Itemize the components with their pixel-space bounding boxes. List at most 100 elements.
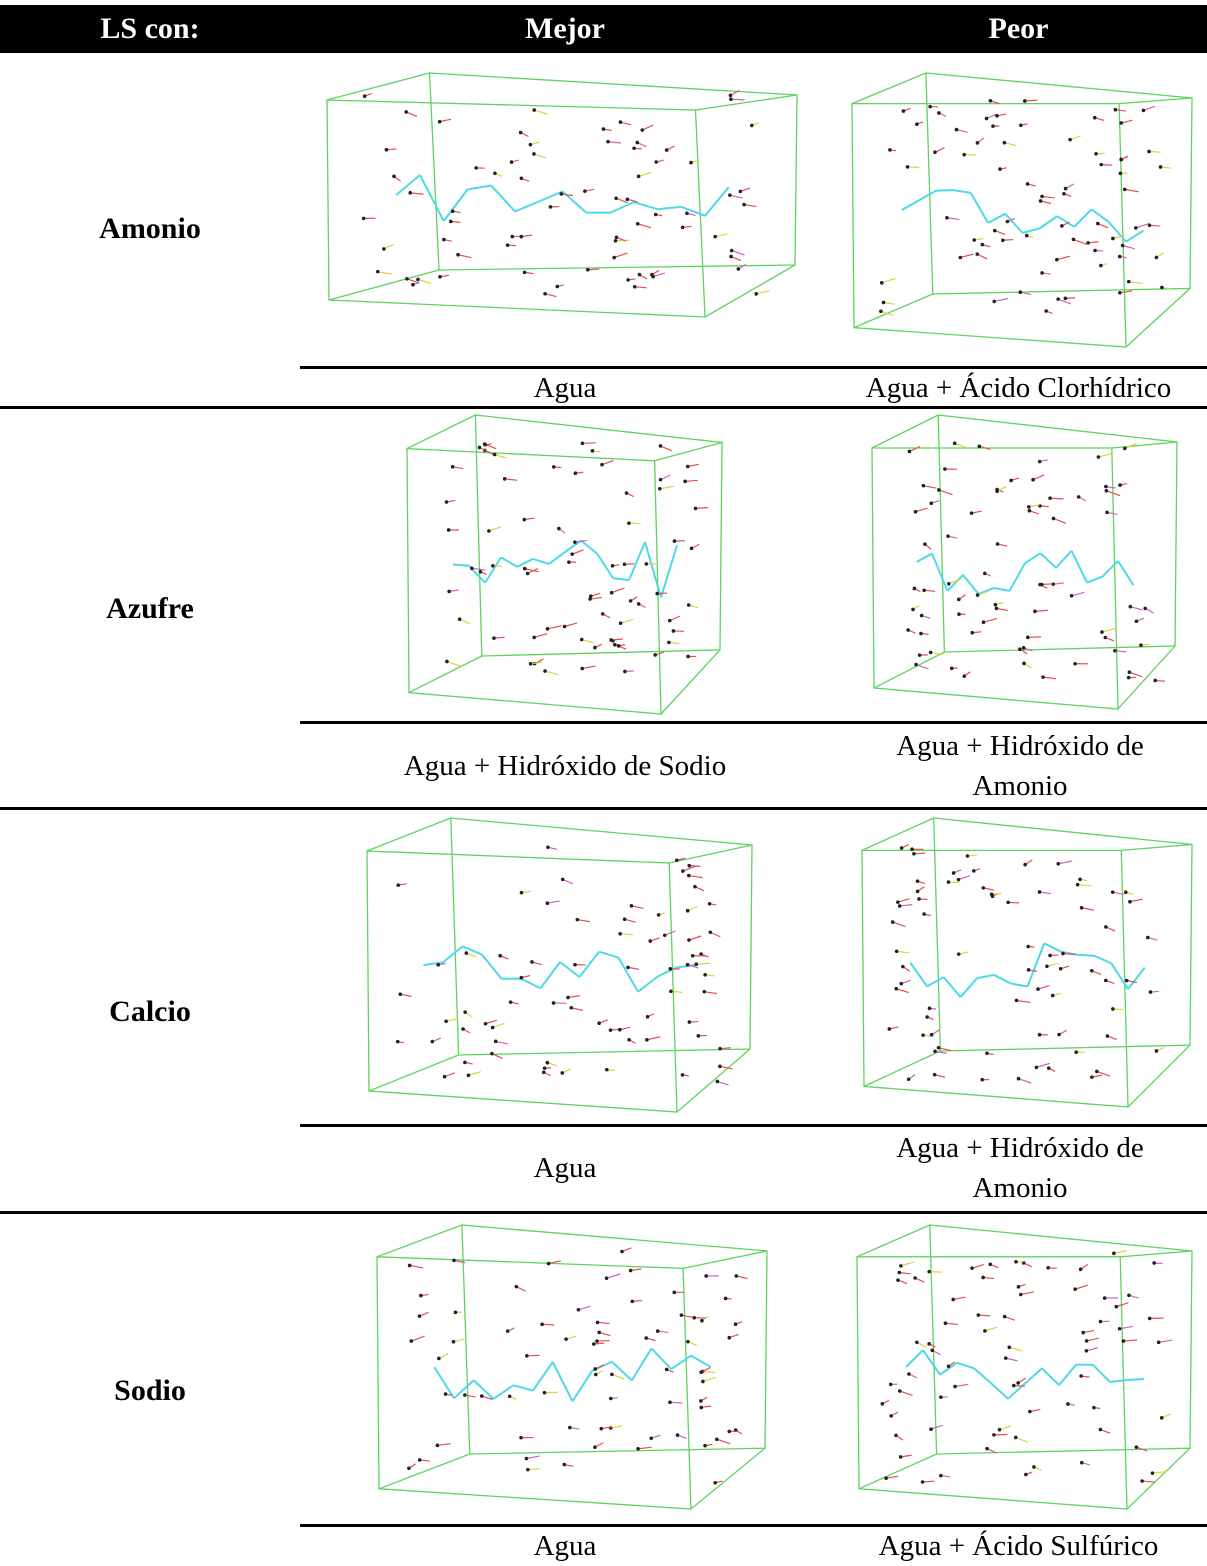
atom bbox=[1080, 906, 1084, 910]
bond bbox=[517, 559, 533, 567]
atom bbox=[988, 1263, 992, 1267]
atom bbox=[362, 217, 366, 221]
atom bbox=[659, 444, 663, 448]
bond bbox=[1050, 498, 1063, 499]
row-label: Calcio bbox=[0, 995, 300, 1029]
box-edge bbox=[669, 845, 752, 863]
atom bbox=[416, 278, 420, 282]
bond bbox=[917, 554, 933, 562]
atom bbox=[577, 1308, 581, 1312]
atom bbox=[985, 117, 989, 121]
atom bbox=[1007, 1345, 1011, 1349]
bond bbox=[1059, 1365, 1076, 1385]
atom bbox=[602, 127, 606, 131]
atom bbox=[976, 141, 980, 145]
molecule-image bbox=[855, 1222, 1195, 1512]
atom bbox=[1014, 1436, 1018, 1440]
bond bbox=[900, 905, 913, 906]
atom bbox=[1127, 280, 1131, 284]
atom bbox=[1064, 187, 1068, 191]
atom bbox=[675, 858, 679, 862]
bond bbox=[533, 1362, 553, 1390]
atom bbox=[657, 913, 661, 917]
bond bbox=[496, 1041, 508, 1044]
atom bbox=[691, 954, 695, 958]
bond bbox=[547, 901, 559, 903]
header-cell: Mejor bbox=[300, 5, 830, 53]
bond bbox=[732, 250, 745, 255]
atom bbox=[980, 1078, 984, 1082]
atom bbox=[917, 897, 921, 901]
row-label: Sodio bbox=[0, 1374, 300, 1408]
atom bbox=[928, 105, 932, 109]
atom bbox=[609, 1028, 613, 1032]
atom bbox=[998, 167, 1002, 171]
bond bbox=[974, 1368, 991, 1383]
atom bbox=[713, 1481, 717, 1485]
atom bbox=[727, 1430, 731, 1434]
atom bbox=[919, 632, 923, 636]
atom bbox=[668, 1400, 672, 1404]
bond bbox=[1053, 518, 1065, 523]
bond bbox=[1095, 956, 1112, 964]
box-edge bbox=[862, 818, 934, 850]
atom bbox=[898, 1271, 902, 1275]
bond bbox=[1035, 610, 1048, 611]
atom bbox=[1120, 158, 1124, 162]
atom bbox=[540, 1322, 544, 1326]
atom bbox=[596, 1321, 600, 1325]
atom bbox=[957, 612, 961, 616]
bond bbox=[565, 623, 578, 627]
atom bbox=[630, 904, 634, 908]
bond bbox=[1057, 216, 1074, 227]
bond bbox=[988, 214, 1005, 223]
atom bbox=[879, 310, 883, 314]
bond bbox=[1130, 899, 1143, 902]
atom bbox=[665, 148, 669, 152]
atom bbox=[683, 480, 687, 484]
atom bbox=[646, 1015, 650, 1019]
atom bbox=[991, 894, 995, 898]
atom bbox=[1022, 646, 1026, 650]
bond bbox=[1056, 551, 1072, 568]
atom bbox=[1006, 901, 1010, 905]
atom bbox=[699, 1399, 703, 1403]
atom bbox=[644, 1336, 648, 1340]
bond bbox=[1123, 246, 1135, 249]
atom bbox=[461, 1027, 465, 1031]
atom bbox=[542, 1070, 546, 1074]
atom bbox=[983, 1329, 987, 1333]
bond bbox=[652, 1348, 672, 1369]
atom bbox=[754, 292, 758, 296]
bond bbox=[756, 291, 769, 294]
atom bbox=[1127, 676, 1131, 680]
bond bbox=[945, 1323, 957, 1324]
atom bbox=[493, 453, 497, 457]
atom bbox=[687, 864, 691, 868]
atom bbox=[1026, 182, 1030, 186]
atom bbox=[939, 1395, 943, 1399]
atom bbox=[923, 542, 927, 546]
atom bbox=[567, 560, 571, 564]
atom bbox=[1092, 1406, 1096, 1410]
atom bbox=[981, 243, 985, 247]
atom bbox=[1064, 297, 1068, 301]
bond bbox=[1142, 1481, 1154, 1482]
atom bbox=[561, 878, 565, 882]
atom bbox=[645, 562, 649, 566]
bond bbox=[632, 1348, 652, 1380]
atom bbox=[1118, 291, 1122, 295]
atom bbox=[943, 467, 947, 471]
atom bbox=[699, 1370, 703, 1374]
atom bbox=[899, 982, 903, 986]
box-edge bbox=[859, 1454, 937, 1489]
atom bbox=[599, 1427, 603, 1431]
atom bbox=[910, 847, 914, 851]
atom bbox=[1125, 979, 1129, 983]
bond bbox=[534, 634, 547, 638]
atom bbox=[703, 1444, 707, 1448]
atom bbox=[438, 275, 442, 279]
bond bbox=[916, 665, 928, 669]
atom bbox=[491, 564, 495, 568]
atom bbox=[1026, 636, 1030, 640]
